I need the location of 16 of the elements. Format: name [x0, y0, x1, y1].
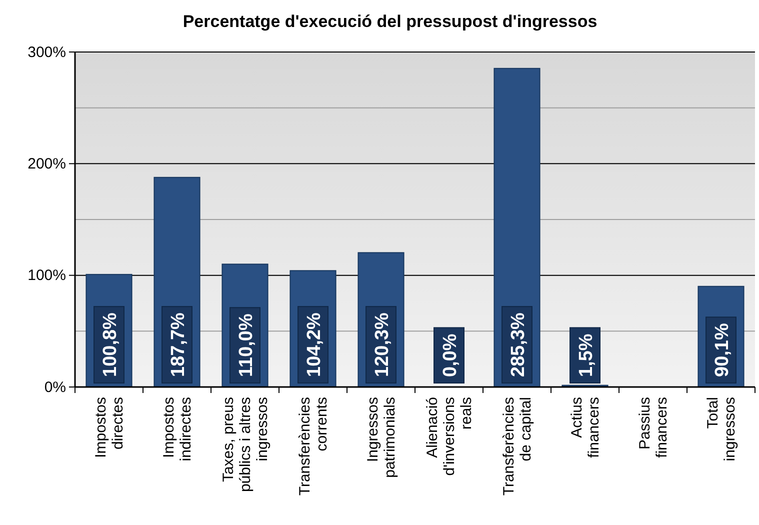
- data-label: 104,2%: [304, 312, 325, 377]
- data-label: 90,1%: [712, 323, 733, 377]
- y-tick-label: 100%: [28, 267, 66, 284]
- data-label: 0,0%: [440, 334, 461, 377]
- y-tick-label: 200%: [28, 155, 66, 172]
- data-label: 100,8%: [100, 312, 121, 377]
- y-tick-label: 0%: [44, 378, 66, 396]
- data-label: 1,5%: [576, 334, 597, 377]
- data-label: 285,3%: [508, 312, 529, 377]
- data-label: 120,3%: [372, 312, 393, 377]
- x-tick-label: Impostos directes: [92, 397, 126, 458]
- data-label: 187,7%: [168, 312, 189, 377]
- x-tick-label: Alienació d'inversions reals: [424, 397, 475, 476]
- data-label: 110,0%: [236, 314, 257, 377]
- y-tick-label: 300%: [28, 44, 66, 61]
- chart-title: Percentatge d'execució del pressupost d'ingressos: [182, 12, 598, 31]
